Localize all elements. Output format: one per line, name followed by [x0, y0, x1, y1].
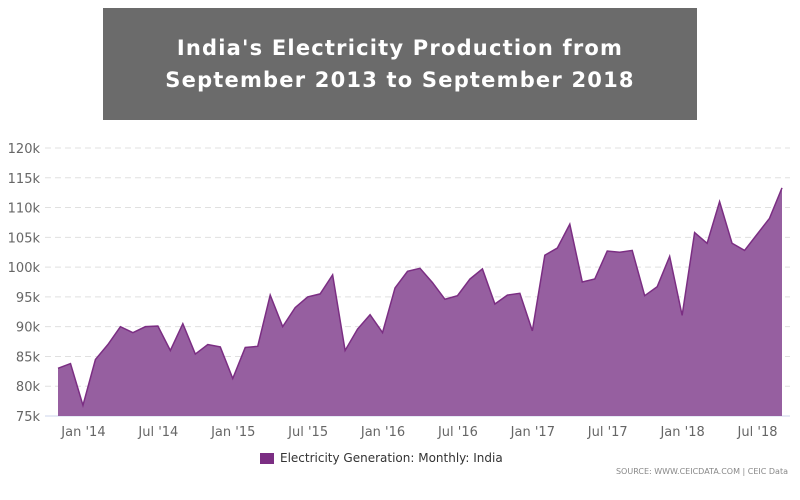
legend[interactable]: Electricity Generation: Monthly: India: [260, 451, 503, 465]
y-tick-label: 115k: [8, 172, 41, 187]
x-tick-label: Jan '14: [60, 425, 105, 440]
x-tick-label: Jul '16: [437, 425, 478, 440]
title-line-2: September 2013 to September 2018: [165, 68, 635, 92]
x-tick-label: Jan '18: [659, 425, 704, 440]
y-tick-label: 110k: [8, 202, 41, 217]
chart-title: India's Electricity Production from Sept…: [103, 8, 697, 120]
x-tick-label: Jan '16: [360, 425, 405, 440]
x-tick-label: Jul '17: [587, 425, 628, 440]
x-tick-label: Jul '15: [287, 425, 328, 440]
source-note: SOURCE: WWW.CEICDATA.COM | CEIC Data: [615, 467, 788, 476]
legend-label: Electricity Generation: Monthly: India: [280, 451, 503, 465]
y-tick-label: 85k: [16, 350, 41, 365]
x-tick-label: Jul '14: [137, 425, 178, 440]
y-tick-label: 120k: [8, 142, 41, 157]
y-tick-label: 90k: [16, 321, 41, 336]
legend-swatch: [260, 452, 274, 464]
x-tick-label: Jul '18: [737, 425, 778, 440]
y-tick-label: 100k: [8, 261, 41, 276]
x-tick-label: Jan '17: [510, 425, 555, 440]
y-tick-label: 80k: [16, 380, 41, 395]
x-tick-label: Jan '15: [210, 425, 255, 440]
area-fill: [58, 187, 782, 416]
y-tick-label: 95k: [16, 291, 41, 306]
title-line-1: India's Electricity Production from: [176, 36, 624, 60]
y-tick-label: 105k: [8, 231, 41, 246]
y-tick-label: 75k: [16, 410, 41, 425]
